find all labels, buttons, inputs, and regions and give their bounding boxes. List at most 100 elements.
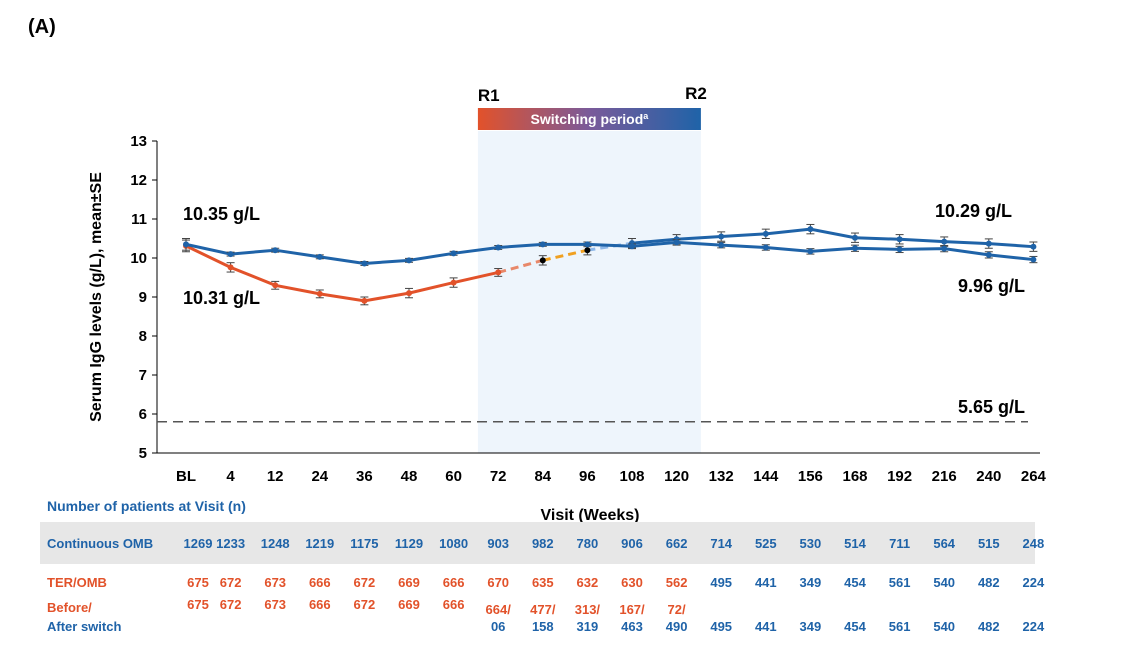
ter-omb-point	[406, 290, 412, 297]
patients-before-count: 669	[398, 597, 420, 612]
patients-count: 714	[710, 536, 732, 551]
ter-omb-line	[631, 227, 1034, 249]
panel-label: (A)	[28, 16, 56, 38]
ter-omb-point	[495, 269, 502, 276]
switching-period-banner	[477, 108, 701, 130]
ter-omb-point	[272, 282, 279, 289]
patients-before-count: 675	[187, 597, 209, 612]
x-axis-label: Visit (Weeks)	[540, 507, 639, 524]
annotation-end-ter: 10.29 g/L	[935, 201, 1012, 221]
ter-omb-point	[539, 257, 546, 264]
patients-after-count: 490	[666, 619, 688, 634]
continuous-omb-point	[495, 244, 502, 251]
continuous-omb-point	[985, 251, 992, 258]
patients-count: 903	[487, 536, 509, 551]
ter-omb-point	[985, 240, 992, 247]
patients-before-count: 672	[220, 597, 242, 612]
annotation-bl-continuous: 10.35 g/L	[183, 204, 260, 224]
patients-before-count: 673	[264, 597, 286, 612]
patients-count: 561	[889, 575, 911, 590]
patients-after-count: 482	[978, 619, 1000, 634]
x-tick-label: 216	[932, 468, 957, 485]
continuous-omb-point	[272, 247, 279, 254]
x-tick-label: 24	[311, 468, 328, 485]
patients-count: 1175	[350, 536, 378, 551]
ter-omb-point	[896, 236, 903, 243]
ter-omb-point	[361, 297, 368, 304]
patients-count: 349	[800, 575, 822, 590]
patients-before-count: 313/	[575, 602, 601, 617]
patients-after-count: 319	[577, 619, 599, 634]
continuous-omb-point	[941, 245, 948, 252]
patients-before-count: 664/	[486, 602, 512, 617]
continuous-omb-point	[762, 244, 769, 251]
patients-count: 672	[354, 575, 376, 590]
patients-after-count: 224	[1023, 619, 1045, 634]
patients-count: 562	[666, 575, 688, 590]
patients-row-shade	[40, 522, 1035, 564]
patients-count: 711	[889, 536, 910, 551]
patients-after-count: 561	[889, 619, 911, 634]
x-tick-label: 144	[753, 468, 779, 485]
x-tick-label: 264	[1021, 468, 1047, 485]
ter-omb-point	[584, 247, 591, 254]
patients-after-count: 441	[755, 619, 777, 634]
patients-after-count: 495	[710, 619, 732, 634]
x-tick-label: 12	[267, 468, 284, 485]
y-tick-label: 7	[139, 367, 147, 384]
continuous-omb-point	[807, 248, 814, 255]
patients-count: 635	[532, 575, 554, 590]
patients-count: 673	[264, 575, 286, 590]
x-tick-label: 192	[887, 468, 912, 485]
x-tick-label: BL	[176, 468, 196, 485]
r2-label: R2	[685, 84, 707, 103]
continuous-omb-point	[450, 250, 457, 257]
patients-before-count: 666	[443, 597, 465, 612]
continuous-omb-point	[896, 246, 903, 253]
patients-count: 514	[844, 536, 866, 551]
patients-count: 780	[577, 536, 599, 551]
patients-count: 666	[443, 575, 465, 590]
switching-period-label: Switching perioda	[531, 111, 650, 127]
x-tick-label: 84	[534, 468, 551, 485]
patients-count: 540	[933, 575, 955, 590]
y-tick-label: 5	[139, 445, 147, 462]
patients-before-count: 72/	[668, 602, 686, 617]
x-tick-label: 36	[356, 468, 373, 485]
patients-count: 564	[933, 536, 955, 551]
ter-omb-point	[227, 264, 234, 271]
reference-line-label: 5.65 g/L	[958, 397, 1025, 417]
continuous-omb-point	[316, 253, 323, 260]
patients-count: 482	[978, 575, 1000, 590]
continuous-omb-point	[852, 245, 858, 252]
continuous-omb-point	[183, 241, 189, 248]
patients-before-count: 167/	[619, 602, 645, 617]
ter-omb-point	[450, 279, 457, 286]
ter-omb-point	[762, 230, 769, 237]
patients-after-count: 349	[800, 619, 822, 634]
ter-omb-point	[941, 238, 948, 245]
patients-before-count: 672	[354, 597, 376, 612]
patients-before-count: 666	[309, 597, 331, 612]
x-tick-label: 4	[226, 468, 235, 485]
patients-before-label: Before/	[47, 600, 92, 615]
patients-count: 632	[577, 575, 599, 590]
y-tick-label: 12	[130, 172, 147, 189]
patients-row-label: TER/OMB	[47, 575, 107, 590]
ter-omb-point	[718, 233, 725, 240]
switching-band	[477, 131, 701, 453]
continuous-omb-point	[629, 243, 635, 250]
patients-before-count: 477/	[530, 602, 556, 617]
patients-count: 224	[1023, 575, 1045, 590]
patients-count: 669	[398, 575, 420, 590]
patients-count: 982	[532, 536, 554, 551]
x-tick-label: 108	[619, 468, 644, 485]
x-tick-label: 120	[664, 468, 689, 485]
continuous-omb-point	[539, 241, 546, 248]
patients-count: 525	[755, 536, 777, 551]
ter-omb-line	[497, 258, 544, 274]
y-axis-label: Serum IgG levels (g/L), mean±SE	[88, 172, 105, 422]
y-tick-label: 9	[139, 289, 147, 306]
continuous-omb-point	[584, 241, 591, 248]
